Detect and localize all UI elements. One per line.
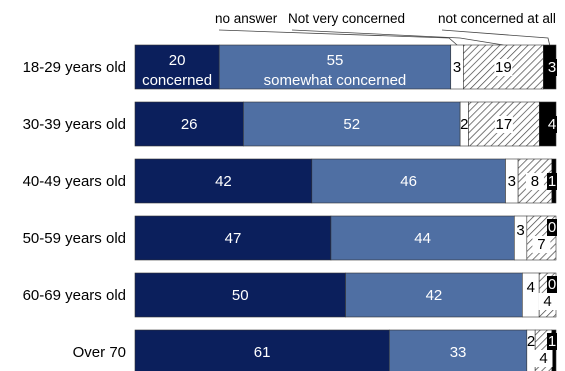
value-label-backdrop bbox=[547, 333, 557, 350]
bar-segment-somewhat-concerned bbox=[345, 272, 523, 318]
value-label-somewhat-concerned: 44 bbox=[414, 230, 431, 247]
value-label-no-answer: 3 bbox=[453, 59, 461, 76]
value-label-backdrop bbox=[547, 59, 557, 76]
bar-segment-concerned bbox=[134, 215, 332, 261]
value-label-no-answer: 2 bbox=[527, 333, 535, 350]
bar-segment-concerned bbox=[134, 44, 220, 90]
value-label-not-very-concerned: 7 bbox=[537, 236, 545, 253]
value-label-not-concerned-at-all: 4 bbox=[548, 116, 556, 133]
value-label-not-very-concerned: 4 bbox=[543, 293, 551, 310]
legend-item-not-concerned-at-all: not concerned at all bbox=[438, 11, 556, 26]
value-label-no-answer: 3 bbox=[508, 173, 516, 190]
bar-segment-concerned bbox=[134, 101, 244, 147]
value-label-not-concerned-at-all: 3 bbox=[548, 59, 556, 76]
value-label-not-very-concerned: 8 bbox=[531, 173, 539, 190]
legend-item-not-very-concerned: Not very concerned bbox=[288, 11, 405, 26]
category-label: 40-49 years old bbox=[23, 173, 126, 190]
value-label-concerned: 42 bbox=[215, 173, 232, 190]
value-label-no-answer: 2 bbox=[460, 116, 468, 133]
value-label-somewhat-concerned: 52 bbox=[343, 116, 360, 133]
inline-series-label: somewhat concerned bbox=[264, 72, 407, 89]
category-label: 60-69 years old bbox=[23, 287, 126, 304]
value-label-not-very-concerned: 17 bbox=[496, 116, 513, 133]
legend-leader-line bbox=[291, 29, 504, 46]
value-label-concerned: 20 bbox=[169, 52, 186, 69]
legend-leader-line bbox=[218, 29, 458, 46]
bar-segment-concerned bbox=[134, 272, 346, 318]
value-label-backdrop bbox=[494, 59, 513, 76]
value-label-concerned: 47 bbox=[225, 230, 242, 247]
value-label-backdrop bbox=[525, 173, 544, 190]
value-label-concerned: 61 bbox=[254, 344, 271, 361]
bar-segment-somewhat-concerned bbox=[218, 44, 452, 90]
legend-item-no-answer: no answer bbox=[215, 11, 278, 26]
value-label-backdrop bbox=[547, 219, 557, 236]
value-label-backdrop bbox=[494, 116, 513, 133]
legend: no answer Not very concerned not concerned… bbox=[215, 11, 556, 46]
value-label-backdrop bbox=[534, 350, 553, 367]
value-label-not-concerned-at-all: 0 bbox=[548, 219, 556, 236]
value-label-concerned: 26 bbox=[181, 116, 198, 133]
category-label: 50-59 years old bbox=[23, 230, 126, 247]
category-label: 30-39 years old bbox=[23, 116, 126, 133]
bar-segment-concerned bbox=[134, 158, 313, 204]
value-label-somewhat-concerned: 46 bbox=[400, 173, 417, 190]
value-label-backdrop bbox=[547, 173, 557, 190]
value-label-not-very-concerned: 19 bbox=[495, 59, 512, 76]
value-label-not-concerned-at-all: 0 bbox=[548, 276, 556, 293]
value-label-backdrop bbox=[532, 236, 551, 253]
value-label-somewhat-concerned: 42 bbox=[426, 287, 443, 304]
value-label-somewhat-concerned: 33 bbox=[450, 344, 467, 361]
value-label-not-very-concerned: 4 bbox=[539, 350, 547, 367]
value-label-not-concerned-at-all: 1 bbox=[548, 173, 556, 190]
value-label-no-answer: 4 bbox=[527, 279, 535, 296]
legend-leader-line bbox=[441, 29, 551, 46]
value-label-backdrop bbox=[547, 116, 557, 133]
bar-segment-somewhat-concerned bbox=[243, 101, 461, 147]
category-label: Over 70 bbox=[73, 344, 126, 361]
value-label-somewhat-concerned: 55 bbox=[327, 52, 344, 69]
value-label-backdrop bbox=[538, 293, 557, 310]
value-label-no-answer: 3 bbox=[516, 222, 524, 239]
value-label-backdrop bbox=[547, 276, 557, 293]
value-label-concerned: 50 bbox=[232, 287, 249, 304]
inline-series-label: concerned bbox=[142, 72, 212, 89]
value-label-not-concerned-at-all: 1 bbox=[548, 333, 556, 350]
category-label: 18-29 years old bbox=[23, 59, 126, 76]
